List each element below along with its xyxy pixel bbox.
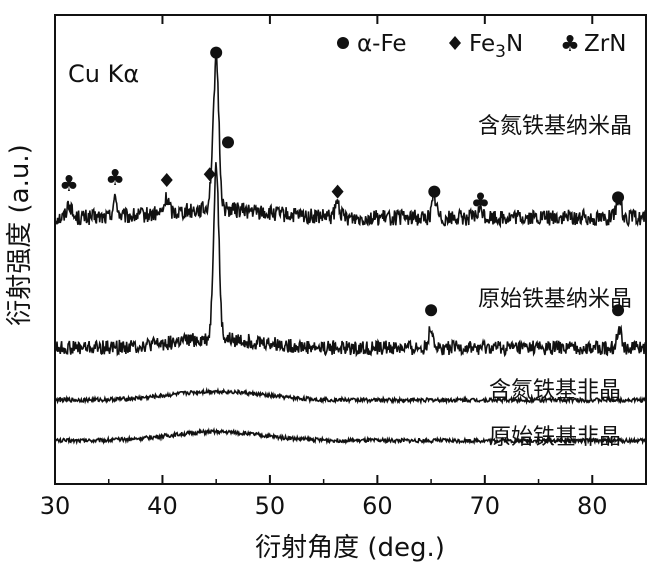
fe3n-marker bbox=[160, 173, 173, 188]
xrd-trace-2 bbox=[54, 162, 647, 358]
x-tick-label: 50 bbox=[255, 492, 286, 520]
zrn-marker: ♣ bbox=[59, 172, 79, 197]
x-tick-label: 60 bbox=[362, 492, 393, 520]
zrn-marker: ♣ bbox=[105, 166, 125, 191]
x-axis-title: 衍射角度 (deg.) bbox=[255, 533, 445, 563]
legend-marker-circle bbox=[337, 37, 349, 49]
legend-label: Fe3N bbox=[469, 31, 523, 62]
fe3n-marker bbox=[203, 167, 216, 182]
legend-label: ZrN bbox=[584, 31, 626, 57]
annotation-cu-ka: Cu Kα bbox=[68, 60, 139, 88]
x-axis-ticks: 30 40 50 60 70 80 bbox=[40, 15, 608, 520]
zrn-marker: ♣ bbox=[471, 189, 491, 214]
alpha-fe-marker bbox=[612, 191, 625, 204]
x-tick-label: 80 bbox=[577, 492, 608, 520]
alpha-fe-marker bbox=[425, 304, 438, 317]
x-tick-label: 30 bbox=[40, 492, 71, 520]
trace-label-1: 含氮铁基纳米晶 bbox=[478, 114, 632, 139]
y-axis-title: 衍射强度 (a.u.) bbox=[5, 144, 35, 326]
trace-label-4: 原始铁基非晶 bbox=[489, 425, 621, 450]
alpha-fe-marker bbox=[210, 46, 223, 59]
trace-label-3: 含氮铁基非晶 bbox=[489, 378, 621, 403]
legend: α-Fe Fe3N ♣ ZrN bbox=[337, 31, 626, 62]
alpha-fe-marker bbox=[428, 185, 441, 198]
xrd-trace-4 bbox=[54, 427, 647, 446]
x-tick-label: 40 bbox=[147, 492, 178, 520]
legend-label: α-Fe bbox=[357, 31, 407, 57]
plot-frame bbox=[54, 14, 647, 485]
alpha-fe-marker bbox=[612, 304, 625, 317]
x-tick-label: 70 bbox=[470, 492, 501, 520]
plot-area bbox=[54, 14, 647, 485]
legend-marker-diamond bbox=[449, 36, 461, 50]
xrd-trace-1 bbox=[54, 50, 647, 229]
fe3n-marker bbox=[331, 184, 344, 199]
traces bbox=[54, 50, 647, 446]
xrd-trace-3 bbox=[54, 386, 647, 406]
trace-label-2: 原始铁基纳米晶 bbox=[478, 287, 632, 312]
peak-markers: ♣ ♣ ♣ bbox=[59, 46, 625, 317]
legend-marker-club: ♣ bbox=[560, 32, 580, 57]
alpha-fe-marker bbox=[222, 136, 235, 149]
